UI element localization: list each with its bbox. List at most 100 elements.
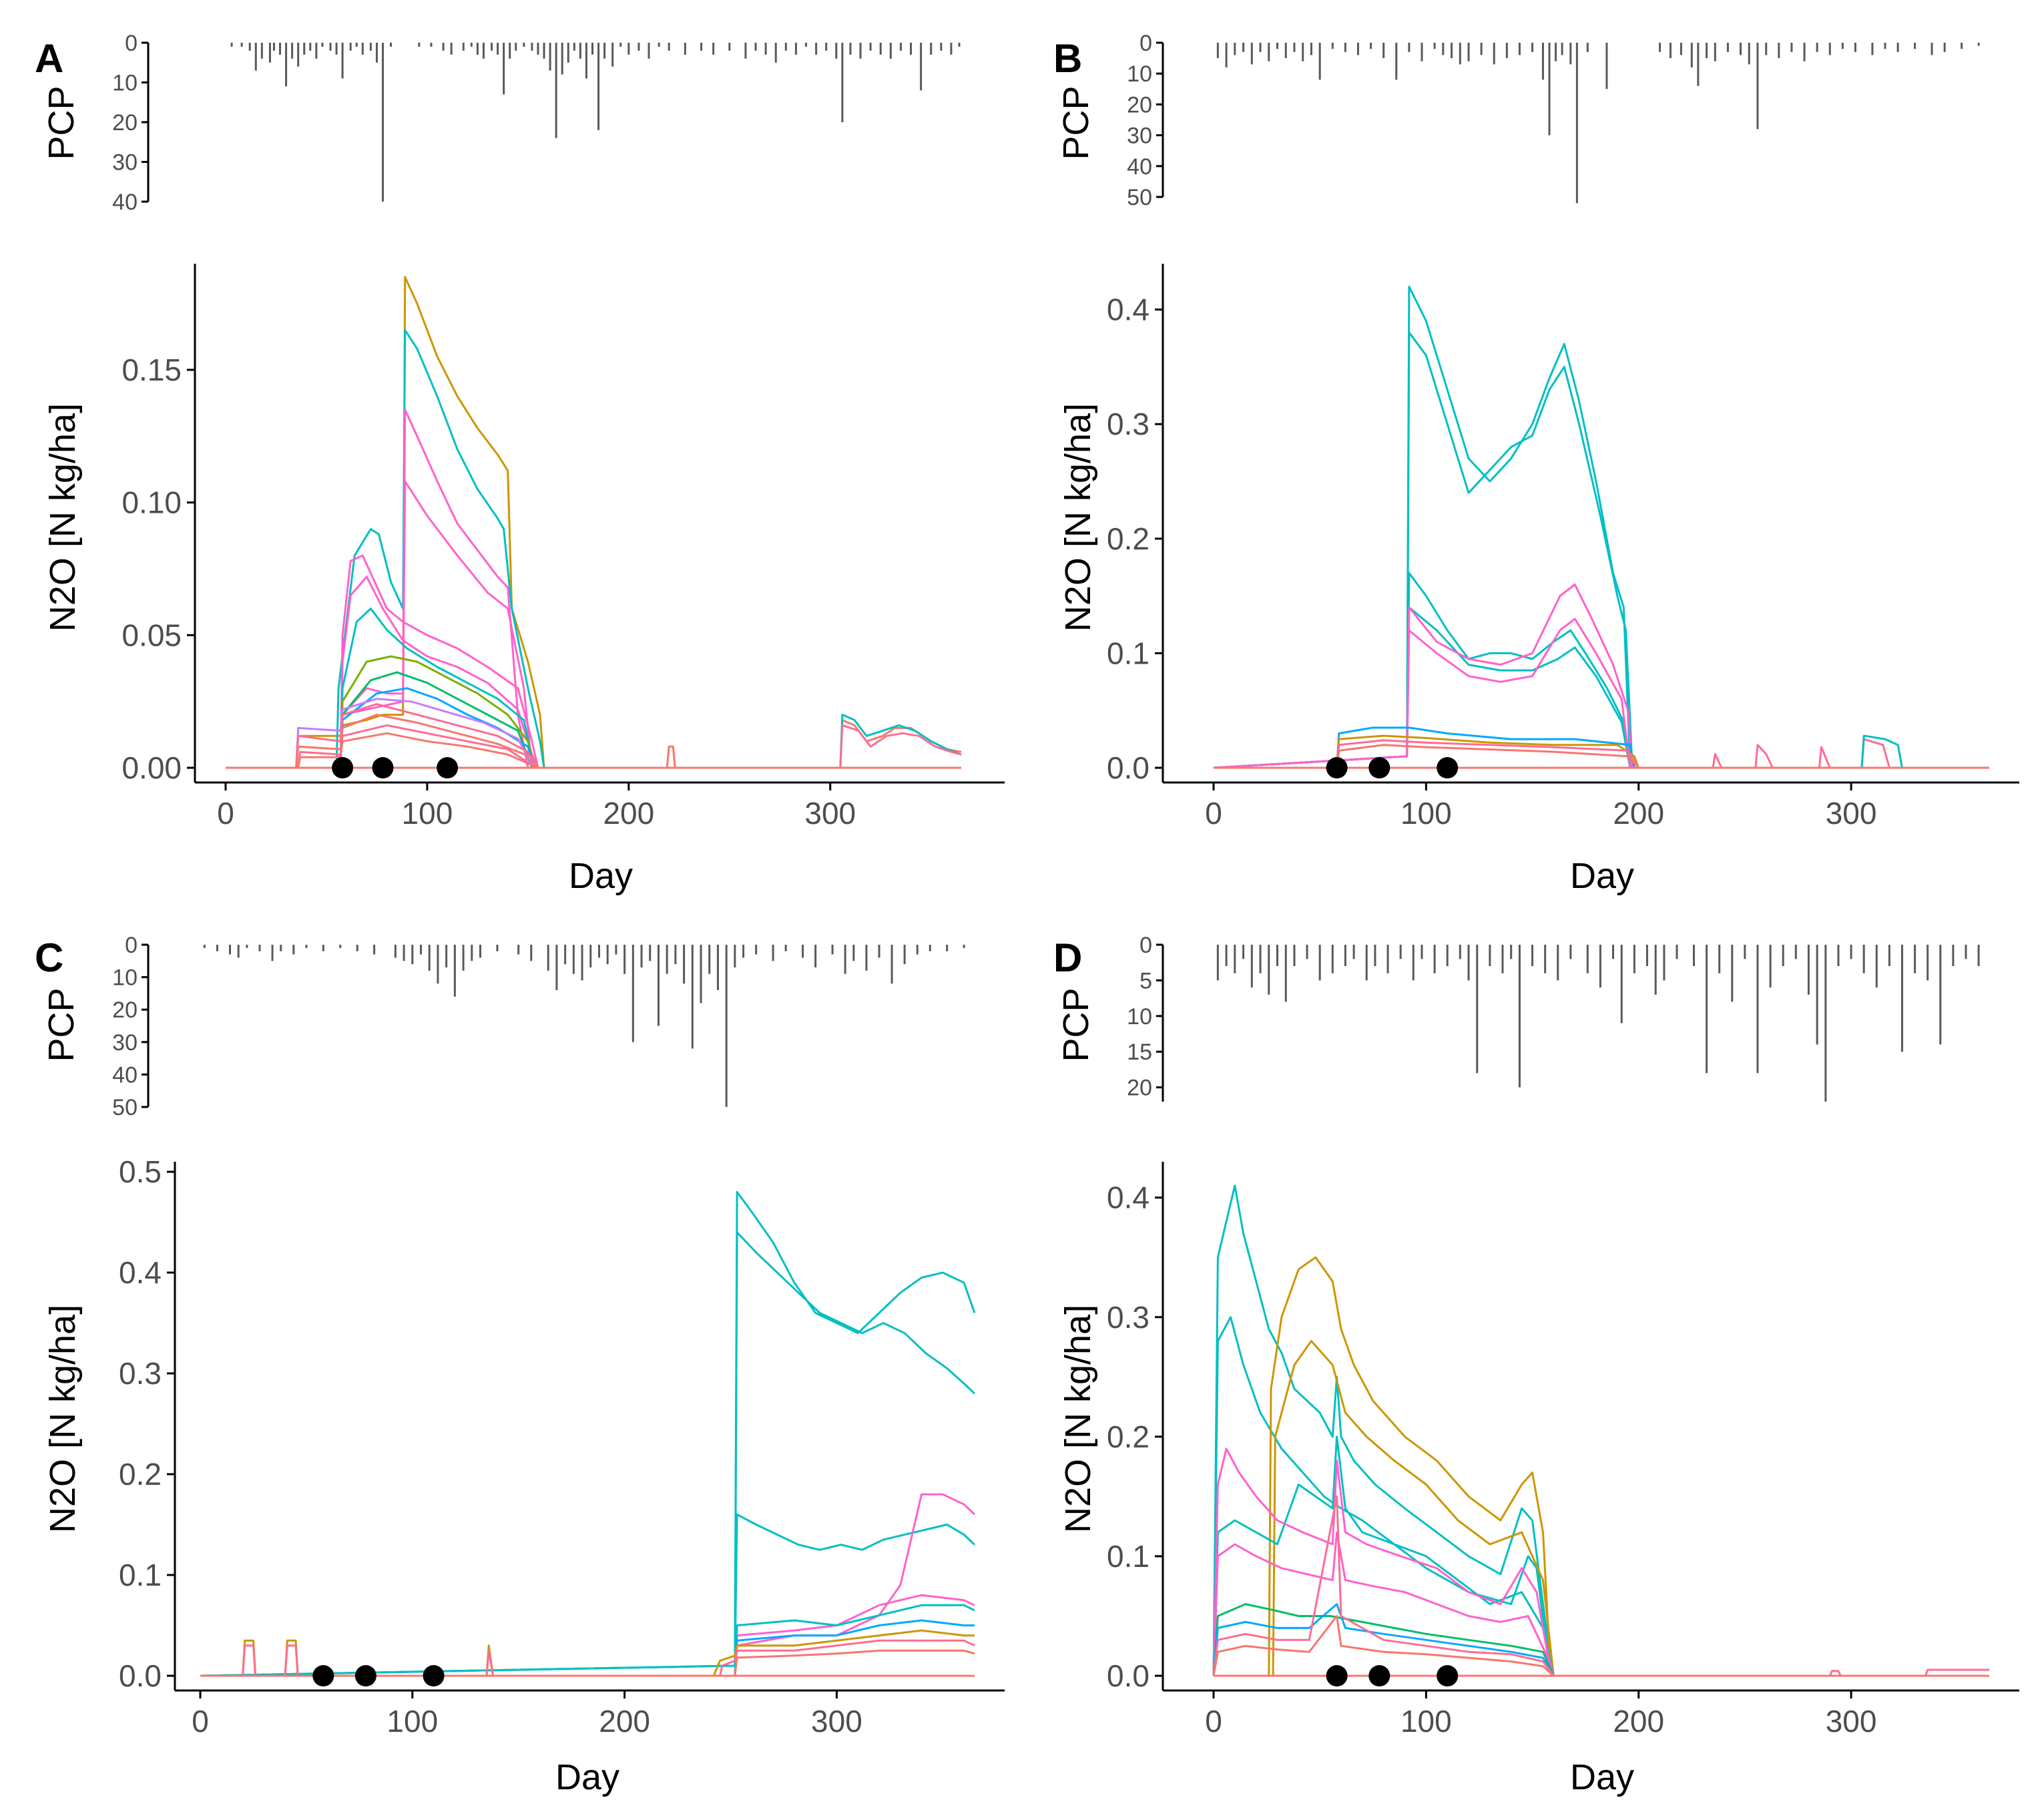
- panel-letter-b: B: [1053, 36, 1082, 81]
- n2o-series-line-a: [226, 608, 961, 769]
- n2o-chart-d: 0.0 0.1 0.2 0.3 0.4 0 100 200 300: [1107, 1162, 2019, 1739]
- precip-chart-b: 0 10 20 30 40 50: [1127, 31, 1980, 210]
- n2o-ylabel-d: N2O [N kg/ha]: [1058, 1305, 1098, 1533]
- precip-y-tick-label-d: 15: [1127, 1040, 1152, 1065]
- precip-y-tick-label-c: 0: [125, 933, 138, 958]
- n2o-series-line-a: [226, 328, 961, 769]
- n2o-series-line-d: [1212, 1495, 1989, 1677]
- n2o-series-line-c: [200, 1619, 975, 1677]
- n2o-y-tick-label-a: 0.05: [121, 618, 182, 652]
- n2o-y-tick-label-d: 0.2: [1107, 1419, 1149, 1454]
- n2o-y-tick-label-c: 0.1: [119, 1558, 162, 1592]
- n2o-series-line-c: [200, 1594, 975, 1677]
- n2o-series-line-b: [1213, 618, 1989, 769]
- precip-chart-a: 0 10 20 30 40: [112, 31, 961, 215]
- precip-y-tick-label-a: 30: [112, 150, 138, 176]
- n2o-xlabel-d: Day: [1570, 1757, 1634, 1797]
- n2o-xlabel-b: Day: [1570, 856, 1634, 896]
- n2o-x-tick-label-a: 300: [804, 796, 856, 831]
- n2o-series-line-d: [1212, 1615, 1989, 1677]
- management-event-marker-b: [1368, 757, 1390, 778]
- n2o-series-line-d: [1212, 1435, 1989, 1677]
- precip-y-tick-label-d: 20: [1127, 1076, 1152, 1101]
- precip-y-tick-label-d: 0: [1139, 933, 1152, 958]
- management-event-marker-b: [1326, 757, 1348, 778]
- n2o-series-line-a: [226, 703, 961, 769]
- n2o-y-tick-label-a: 0.10: [121, 485, 182, 520]
- n2o-y-tick-label-a: 0.00: [121, 750, 182, 785]
- n2o-series-line-c: [200, 1231, 976, 1677]
- n2o-y-tick-label-c: 0.0: [119, 1658, 162, 1693]
- management-event-marker-a: [332, 757, 354, 778]
- n2o-x-tick-label-b: 0: [1205, 796, 1222, 831]
- n2o-series-line-d: [1212, 1531, 1989, 1677]
- n2o-series-line-d: [1214, 1340, 1989, 1677]
- management-event-marker-c: [354, 1665, 376, 1686]
- precip-y-tick-label-b: 0: [1139, 31, 1152, 56]
- n2o-series-line-c: [200, 1649, 975, 1677]
- precip-y-tick-label-a: 10: [112, 71, 138, 96]
- precip-y-tick-label-d: 10: [1127, 1004, 1152, 1030]
- n2o-y-tick-label-c: 0.4: [119, 1255, 162, 1290]
- precip-y-tick-label-c: 50: [112, 1095, 138, 1120]
- n2o-series-line-d: [1214, 1256, 1989, 1677]
- n2o-y-tick-label-b: 0.0: [1107, 750, 1149, 785]
- precip-y-tick-label-a: 20: [112, 110, 138, 136]
- n2o-series-line-a: [226, 724, 962, 769]
- n2o-series-line-a: [226, 719, 962, 769]
- n2o-x-tick-label-d: 0: [1205, 1704, 1222, 1739]
- n2o-y-tick-label-d: 0.1: [1107, 1539, 1149, 1574]
- n2o-series-line-b: [1213, 331, 1989, 769]
- n2o-x-tick-label-c: 0: [192, 1704, 209, 1739]
- n2o-x-tick-label-a: 200: [603, 796, 654, 831]
- precip-chart-c: 0 10 20 30 40 50: [112, 933, 965, 1120]
- n2o-ylabel-a: N2O [N kg/ha]: [43, 403, 83, 632]
- n2o-x-tick-label-b: 300: [1826, 796, 1877, 831]
- precip-ylabel-c: PCP: [41, 987, 81, 1062]
- management-event-marker-a: [372, 757, 394, 778]
- panel-c: C 0 10 20 30 40 50 PCP 0.0 0.1 0.2 0.3 0.4 0.5 0 100…: [35, 933, 1005, 1797]
- n2o-x-tick-label-c: 100: [387, 1704, 438, 1739]
- management-event-marker-c: [423, 1665, 445, 1686]
- n2o-y-tick-label-b: 0.2: [1107, 521, 1149, 556]
- precip-ylabel-b: PCP: [1056, 85, 1096, 160]
- n2o-y-tick-label-d: 0.4: [1107, 1180, 1149, 1215]
- n2o-chart-b: 0.0 0.1 0.2 0.3 0.4 0 100 200 300: [1107, 264, 2019, 831]
- n2o-y-tick-label-b: 0.1: [1107, 636, 1149, 670]
- precip-y-tick-label-a: 0: [125, 31, 138, 56]
- n2o-series-line-b: [1213, 606, 1989, 769]
- precip-y-tick-label-b: 20: [1127, 92, 1152, 118]
- management-event-marker-d: [1368, 1665, 1390, 1686]
- n2o-x-tick-label-d: 300: [1826, 1704, 1877, 1739]
- precip-ylabel-a: PCP: [41, 85, 81, 160]
- panel-b: B 0 10 20 30 40 50 PCP 0.0 0.1 0.2 0.3 0.4 0 100 200…: [1053, 31, 2019, 896]
- n2o-series-line-a: [226, 276, 961, 769]
- n2o-series-line-d: [1212, 1603, 1989, 1677]
- n2o-x-tick-label-b: 200: [1613, 796, 1664, 831]
- precip-y-tick-label-b: 40: [1127, 154, 1152, 180]
- management-event-marker-b: [1437, 757, 1459, 778]
- n2o-series-line-a: [226, 576, 961, 769]
- precip-ylabel-d: PCP: [1056, 987, 1096, 1062]
- precip-y-tick-label-c: 30: [112, 1030, 138, 1056]
- n2o-ylabel-b: N2O [N kg/ha]: [1058, 403, 1098, 632]
- n2o-series-line-b: [1213, 572, 1989, 769]
- precip-y-tick-label-b: 10: [1127, 61, 1152, 87]
- n2o-series-line-c: [200, 1639, 975, 1677]
- n2o-series-line-d: [1212, 1447, 1989, 1677]
- n2o-y-tick-label-b: 0.3: [1107, 407, 1149, 441]
- precip-y-tick-label-c: 20: [112, 997, 138, 1023]
- n2o-ylabel-c: N2O [N kg/ha]: [43, 1305, 83, 1533]
- n2o-x-tick-label-d: 200: [1613, 1704, 1664, 1739]
- panel-letter-d: D: [1053, 935, 1082, 980]
- precip-y-tick-label-b: 30: [1127, 124, 1152, 149]
- n2o-xlabel-a: Day: [569, 856, 633, 896]
- precip-chart-d: 0 5 10 15 20: [1127, 933, 1980, 1102]
- n2o-y-tick-label-d: 0.3: [1107, 1300, 1149, 1335]
- n2o-x-tick-label-a: 0: [217, 796, 234, 831]
- management-event-marker-a: [437, 757, 459, 778]
- n2o-chart-a: 0.00 0.05 0.10 0.15 0 100 200 300: [121, 264, 1005, 831]
- n2o-series-line-d: [1212, 1603, 1989, 1677]
- n2o-series-line-d: [1212, 1184, 1989, 1677]
